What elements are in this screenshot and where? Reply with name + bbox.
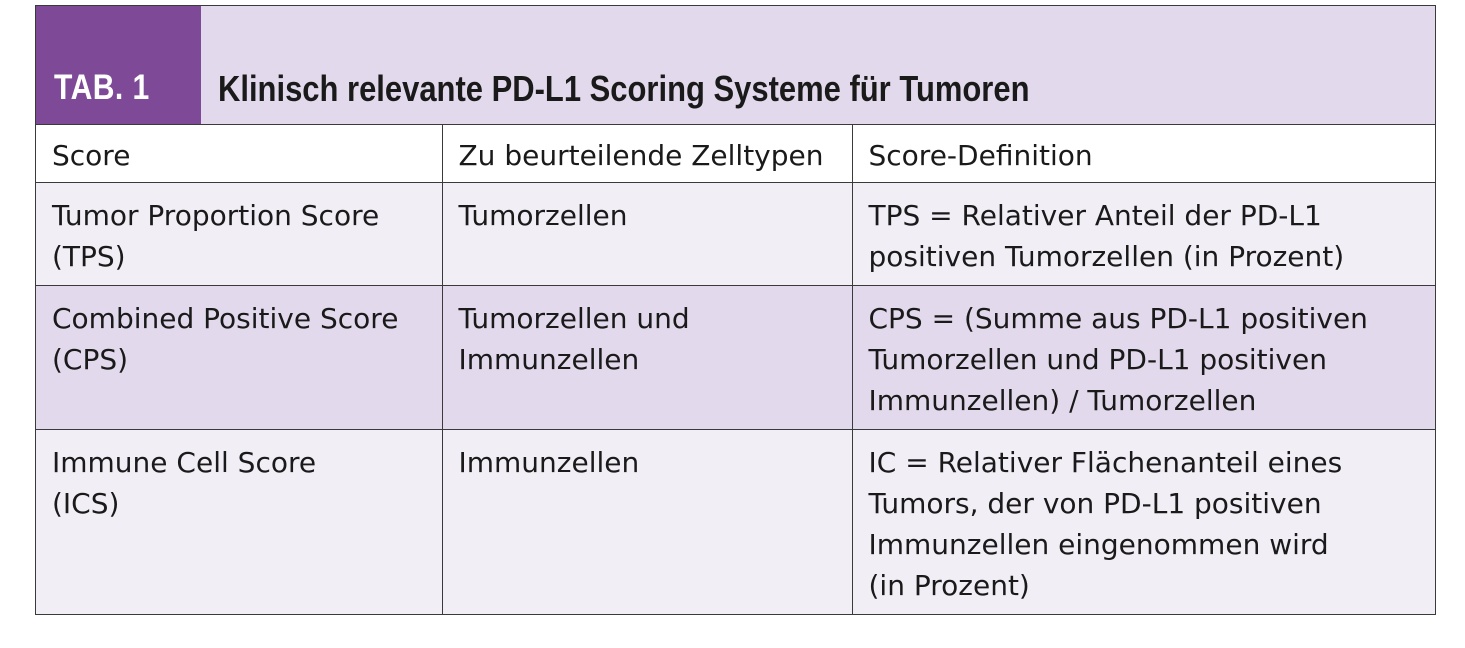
- table-row-cps: Combined Positive Score (CPS) Tumorzelle…: [36, 284, 1435, 429]
- tab-label: TAB. 1: [54, 68, 150, 107]
- column-header-cell-types: Zu beurteilende Zelltypen: [441, 125, 852, 182]
- cell-score-tps: Tumor Proportion Score (TPS): [36, 181, 442, 285]
- table-row-tps: Tumor Proportion Score (TPS) Tumorzellen…: [36, 181, 1435, 285]
- table-row-ics: Immune Cell Score (ICS) Immunzellen IC =…: [36, 428, 1435, 614]
- cell-celltypes-ics: Immunzellen: [441, 428, 852, 614]
- cell-celltypes-cps: Tumorzellen und Immunzellen: [441, 284, 852, 429]
- scoring-table: TAB. 1 Klinisch relevante PD-L1 Scoring …: [35, 5, 1436, 615]
- cell-definition-cps: CPS = (Summe aus PD-L1 positiven Tumorze…: [851, 284, 1435, 429]
- column-header-row: Score Zu beurteilende Zelltypen Score-De…: [36, 125, 1435, 182]
- column-header-definition: Score-Definition: [851, 125, 1435, 182]
- table-title: Klinisch relevante PD-L1 Scoring Systeme…: [218, 68, 1030, 109]
- cell-celltypes-tps: Tumorzellen: [441, 181, 852, 285]
- scores-table-grid: Score Zu beurteilende Zelltypen Score-De…: [36, 125, 1435, 614]
- cell-score-cps: Combined Positive Score (CPS): [36, 284, 442, 429]
- column-header-score: Score: [52, 139, 131, 172]
- cell-score-ics: Immune Cell Score (ICS): [36, 428, 442, 614]
- tab-label-box: TAB. 1: [36, 6, 201, 124]
- cell-definition-ics: IC = Relativer Flächenanteil eines Tumor…: [851, 428, 1435, 614]
- table-header-band: TAB. 1 Klinisch relevante PD-L1 Scoring …: [36, 6, 1435, 125]
- cell-definition-tps: TPS = Relativer Anteil der PD-L1 positiv…: [851, 181, 1435, 285]
